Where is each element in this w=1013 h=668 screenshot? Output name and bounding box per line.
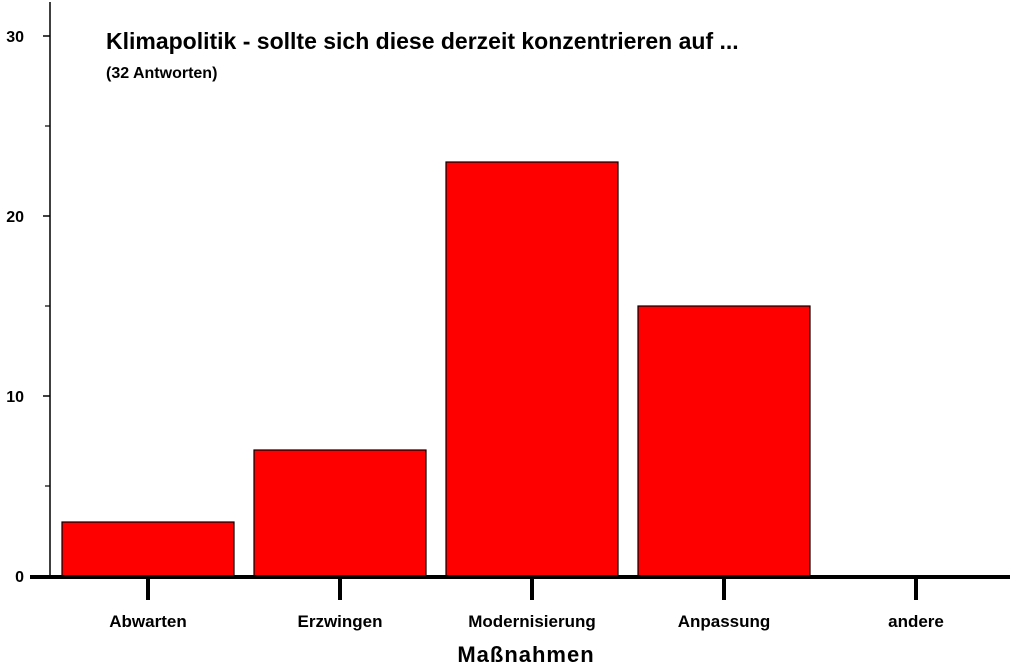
x-tick-label-abwarten: Abwarten xyxy=(109,612,186,631)
bars-group xyxy=(61,161,811,577)
chart-subtitle: (32 Antworten) xyxy=(106,65,217,82)
x-axis: Abwarten Erzwingen Modernisierung Anpassung… xyxy=(30,575,1010,631)
y-tick-label-0: 0 xyxy=(15,569,24,586)
bar-modernisierung xyxy=(445,161,619,577)
bar-anpassung xyxy=(637,305,811,577)
y-axis: 0 10 20 30 xyxy=(6,2,51,586)
x-axis-title: Maßnahmen xyxy=(457,642,594,667)
y-tick-label-20: 20 xyxy=(6,209,24,226)
y-tick-label-30: 30 xyxy=(6,29,24,46)
x-tick-label-andere: andere xyxy=(888,612,944,631)
bar-abwarten xyxy=(61,521,235,577)
x-tick-label-anpassung: Anpassung xyxy=(678,612,771,631)
y-tick-label-10: 10 xyxy=(6,389,24,406)
x-tick-label-modernisierung: Modernisierung xyxy=(468,612,596,631)
chart-title: Klimapolitik - sollte sich diese derzeit… xyxy=(106,28,739,54)
bar-erzwingen xyxy=(253,449,427,577)
x-tick-label-erzwingen: Erzwingen xyxy=(297,612,382,631)
